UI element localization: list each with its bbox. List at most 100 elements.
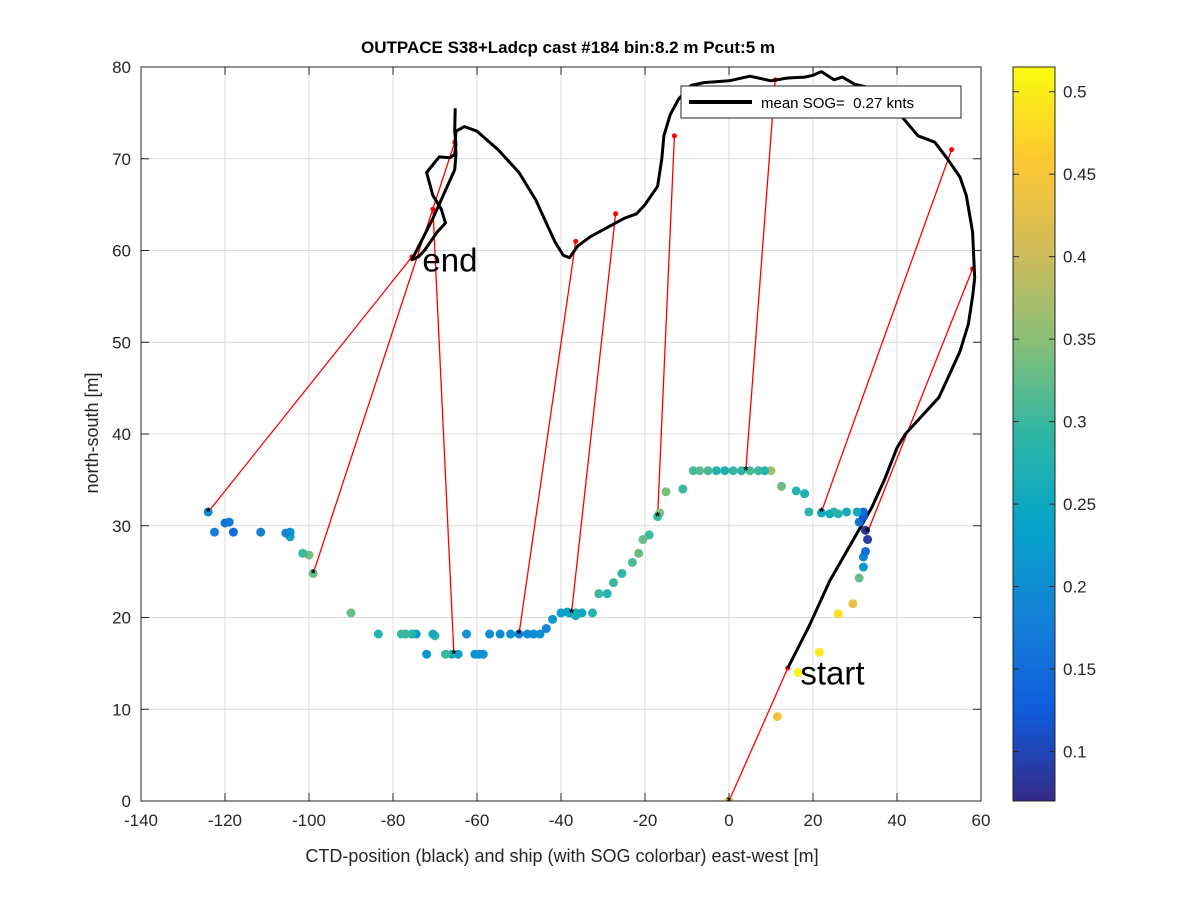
ship-point xyxy=(562,607,572,617)
ctd-track xyxy=(410,70,977,669)
ship-star-marker: * xyxy=(819,505,824,519)
ship-point xyxy=(220,518,230,528)
ship-point xyxy=(661,487,671,497)
ship-point xyxy=(833,609,843,619)
ship-point xyxy=(638,535,648,545)
ctd-marker xyxy=(573,238,579,244)
ship-point xyxy=(594,589,604,599)
ctd-marker xyxy=(613,211,619,217)
ship-point xyxy=(535,629,545,639)
ship-point xyxy=(609,578,618,588)
ship-point xyxy=(571,611,581,621)
ship-point xyxy=(720,466,730,476)
ship-point xyxy=(753,466,763,476)
ship-point xyxy=(522,629,532,639)
y-tick-label: 40 xyxy=(112,425,131,444)
connector-line xyxy=(207,256,413,513)
y-tick-label: 30 xyxy=(112,517,131,536)
x-tick-label: -140 xyxy=(124,811,158,830)
ship-point xyxy=(737,466,747,476)
ship-point xyxy=(441,649,450,659)
colorbar-tick-label: 0.5 xyxy=(1063,83,1087,102)
ctd-track-line xyxy=(410,70,977,669)
ship-point xyxy=(281,528,291,538)
ship-point xyxy=(861,546,870,556)
ship-point xyxy=(422,649,432,659)
ctd-marker xyxy=(671,133,677,139)
connector-line xyxy=(656,135,676,517)
ship-point xyxy=(772,712,782,722)
legend: mean SOG= 0.27 knts xyxy=(680,85,962,119)
ship-point xyxy=(634,548,644,558)
ship-point xyxy=(617,568,627,578)
x-tick-label: 40 xyxy=(888,811,907,830)
ship-point xyxy=(228,527,238,537)
colorbar-tick-label: 0.1 xyxy=(1063,743,1087,762)
ship-point xyxy=(777,481,786,491)
y-axis-label: north-south [m] xyxy=(82,372,102,493)
x-tick-label: -80 xyxy=(381,811,406,830)
connector-line xyxy=(866,268,974,533)
ship-point xyxy=(745,466,755,476)
ship-point xyxy=(298,548,308,558)
ship-point xyxy=(514,629,524,639)
x-tick-label: -60 xyxy=(465,811,490,830)
colorbar-tick-label: 0.2 xyxy=(1063,578,1087,597)
ship-point xyxy=(644,530,654,540)
ship-point xyxy=(529,629,539,639)
y-tick-label: 10 xyxy=(112,700,131,719)
ship-star-marker: * xyxy=(865,525,870,539)
y-tick-label: 80 xyxy=(112,58,131,77)
ship-point xyxy=(462,629,471,639)
colorbar-tick-label: 0.25 xyxy=(1063,495,1096,514)
colorbar-tick-label: 0.4 xyxy=(1063,248,1087,267)
x-tick-label: 60 xyxy=(972,811,991,830)
annotation-end: end xyxy=(422,242,477,279)
colorbar-ticks: 0.1 0.15 0.2 0.25 0.3 0.35 0.4 0.45 0.5 xyxy=(1013,83,1096,762)
ship-point xyxy=(728,466,738,476)
ship-point xyxy=(256,527,266,537)
ship-point xyxy=(308,568,318,578)
connector-line xyxy=(432,209,455,655)
ship-point xyxy=(453,649,463,659)
ship-point xyxy=(688,466,698,476)
ship-point xyxy=(548,614,558,624)
ship-point xyxy=(678,484,688,494)
colorbar-tick-label: 0.45 xyxy=(1063,165,1096,184)
colorbar-tick-label: 0.35 xyxy=(1063,330,1096,349)
ship-point xyxy=(541,624,551,634)
x-tick-label: 20 xyxy=(804,811,823,830)
x-tick-label: -120 xyxy=(208,811,242,830)
connector-line xyxy=(518,241,577,635)
ship-point xyxy=(852,507,862,517)
ship-point xyxy=(346,608,356,618)
annotation-start: start xyxy=(800,655,864,692)
ship-point xyxy=(861,525,870,535)
ship-point xyxy=(793,668,803,678)
ship-point xyxy=(814,647,824,657)
ship-point xyxy=(588,608,597,618)
ship-point xyxy=(407,629,417,639)
ship-point xyxy=(203,507,213,517)
y-tick-label: 50 xyxy=(112,333,131,352)
ship-point xyxy=(825,509,835,519)
y-tick-label: 20 xyxy=(112,609,131,628)
ship-point xyxy=(858,562,868,572)
ship-point xyxy=(470,649,480,659)
ship-point xyxy=(653,512,663,522)
ship-point xyxy=(766,466,776,476)
ship-point xyxy=(210,527,219,537)
colorbar-tick-label: 0.15 xyxy=(1063,660,1096,679)
x-axis-ticks: -140 -120 -100 -80 -60 -40 -20 0 20 40 60 xyxy=(124,67,990,830)
ship-point xyxy=(800,489,810,499)
ship-point xyxy=(858,507,868,517)
ship-point xyxy=(428,629,438,639)
ship-point xyxy=(703,466,713,476)
connector-line xyxy=(728,667,789,801)
ship-star-marker: * xyxy=(743,464,748,478)
x-axis-label: CTD-position (black) and ship (with SOG … xyxy=(305,846,818,866)
ship-points: ********** xyxy=(203,464,873,801)
ship-star-marker: * xyxy=(517,627,522,641)
connector-line xyxy=(570,213,617,613)
